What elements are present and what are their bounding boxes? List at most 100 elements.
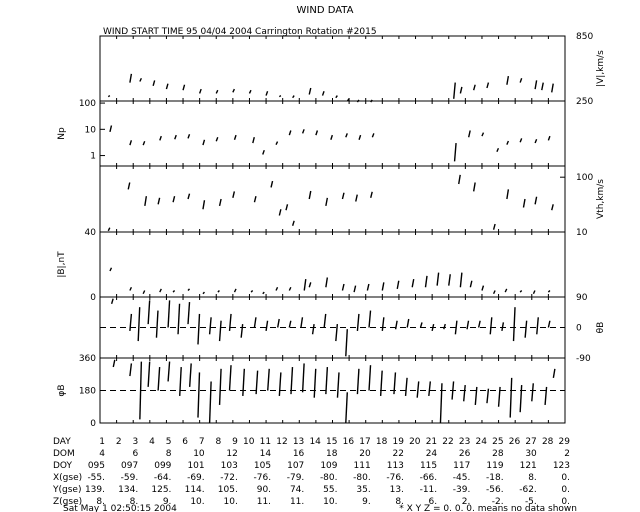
data-segment: [265, 320, 269, 331]
data-segment: [137, 307, 141, 342]
table-cell: 11.: [290, 497, 304, 507]
table-cell: 7: [199, 437, 205, 447]
data-segment: [278, 372, 282, 396]
data-segment: [497, 386, 501, 407]
table-row-label: DOY: [53, 461, 73, 471]
y-tick-label: 0: [90, 419, 96, 429]
table-cell: 28: [492, 449, 504, 459]
data-segment: [147, 361, 151, 387]
table-cell: 19: [392, 437, 404, 447]
table-cell: 6: [132, 449, 138, 459]
data-segment: [248, 89, 252, 94]
panel-speed: 850 250|V|,km/s: [99, 32, 606, 107]
table-cell: 16: [343, 437, 355, 447]
table-cell: 28: [542, 437, 554, 447]
table-cell: 5: [166, 437, 172, 447]
data-segment: [355, 194, 358, 202]
data-segment: [453, 82, 456, 99]
data-segment: [448, 274, 451, 286]
footer-timestamp: Sat May 1 02:50:15 2004: [63, 504, 177, 512]
data-segment: [159, 288, 162, 293]
data-segment: [519, 385, 523, 413]
table-cell: 8: [166, 449, 172, 459]
data-segment: [481, 285, 485, 291]
data-segment: [496, 147, 500, 153]
data-segment: [547, 290, 551, 293]
data-segment: [182, 84, 186, 91]
table-cell: 095: [88, 461, 105, 471]
ephemeris-table: DAY 1 2 3 4 5 6 7 8 9 10 11 12 13 14 15 16 17 18 19 20 21 22 23…: [52, 437, 570, 507]
table-cell: 18: [326, 449, 338, 459]
data-segment: [157, 366, 161, 391]
data-segment: [477, 320, 481, 328]
table-cell: -59.: [121, 473, 139, 483]
data-segment: [308, 190, 312, 200]
data-segment: [290, 366, 294, 395]
table-cell: 109: [320, 461, 337, 471]
data-segment: [366, 283, 370, 291]
table-cell: -79.: [287, 473, 305, 483]
table-cell: 103: [221, 461, 238, 471]
table-cell: -80.: [353, 473, 371, 483]
data-segment: [275, 141, 279, 145]
data-segment: [187, 288, 191, 291]
table-cell: 21: [426, 437, 437, 447]
data-segment: [406, 318, 410, 328]
y-tick-label: 100: [576, 173, 593, 183]
data-segment: [506, 140, 510, 145]
table-cell: -76.: [254, 473, 272, 483]
data-segment: [547, 135, 551, 141]
table-cell: 8: [216, 437, 222, 447]
data-segment: [300, 317, 304, 328]
data-segment: [547, 320, 551, 328]
table-cell: 8.: [528, 473, 537, 483]
table-cell: -80.: [320, 473, 338, 483]
table-cell: 13: [293, 437, 304, 447]
table-cell: 24: [426, 449, 438, 459]
y-tick-label: 10: [576, 228, 588, 238]
data-segment: [202, 291, 205, 295]
table-cell: 9.: [362, 497, 371, 507]
data-segment: [551, 83, 554, 93]
data-segment: [531, 383, 534, 402]
table-cell: 30: [525, 449, 537, 459]
table-cell: 17: [359, 437, 370, 447]
data-segment: [458, 174, 461, 185]
data-segment: [129, 363, 133, 377]
data-segment: [301, 363, 305, 393]
data-segment: [208, 317, 212, 335]
chart-subtitle: WIND START TIME 95 04/04 2004 Carrington…: [103, 27, 377, 37]
table-cell: 107: [287, 461, 304, 471]
table-cell: 16: [293, 449, 305, 459]
table-cell: 15: [326, 437, 337, 447]
table-cell: 0.: [561, 497, 570, 507]
data-segment: [428, 381, 432, 396]
data-segment: [265, 91, 269, 96]
table-cell: 35.: [356, 485, 370, 495]
data-segment: [335, 95, 338, 99]
plot-panels: 850 250|V|,km/s 100 10 1 Np 100 10 Vth,km/s 40 0 |B…: [57, 32, 606, 429]
table-cell: 134.: [118, 485, 138, 495]
data-segment: [404, 377, 408, 396]
data-segment: [509, 377, 513, 418]
y-tick-label: 1: [90, 152, 96, 162]
data-segment: [187, 193, 191, 200]
table-cell: 24: [476, 437, 488, 447]
table-cell: -62.: [519, 485, 537, 495]
data-segment: [157, 197, 161, 205]
data-segment: [501, 322, 505, 332]
table-row-label: Y(gse): [52, 485, 81, 495]
data-segment: [262, 149, 265, 155]
y-tick-label: 850: [576, 32, 593, 42]
table-row-label: DAY: [53, 437, 71, 447]
data-segment: [301, 129, 305, 134]
data-segment: [218, 320, 222, 342]
data-segment: [129, 73, 133, 83]
table-cell: 90.: [257, 485, 271, 495]
data-segment: [469, 280, 473, 288]
data-segment: [147, 300, 151, 325]
data-segment: [358, 134, 362, 140]
table-cell: 10.: [224, 497, 238, 507]
table-cell: 121: [520, 461, 537, 471]
data-segment: [167, 361, 171, 382]
